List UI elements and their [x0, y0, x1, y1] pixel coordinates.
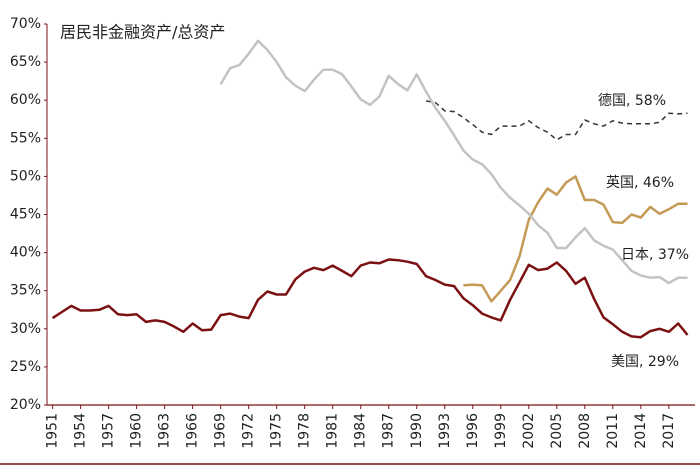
x-tick-label: 2017	[661, 413, 677, 449]
x-tick-label: 2014	[633, 413, 649, 449]
x-tick-label: 1954	[73, 413, 89, 449]
y-tick-label: 35%	[10, 283, 41, 299]
x-tick-label: 1972	[241, 413, 257, 449]
x-tick-label: 1969	[213, 413, 229, 449]
x-tick-label: 1960	[129, 413, 145, 449]
series-label: 日本, 37%	[621, 247, 689, 263]
y-tick-label: 30%	[10, 321, 41, 337]
x-tick-label: 1999	[493, 413, 509, 449]
x-tick-label: 1957	[101, 413, 117, 449]
x-tick-label: 1975	[269, 413, 285, 449]
y-tick-label: 65%	[10, 54, 41, 70]
x-tick-label: 1981	[325, 413, 341, 449]
x-tick-label: 1951	[45, 413, 61, 449]
y-tick-label: 25%	[10, 359, 41, 375]
series-line	[219, 39, 688, 285]
x-tick-label: 1987	[381, 413, 397, 449]
x-tick-label: 2002	[521, 413, 537, 449]
y-tick-label: 55%	[10, 130, 41, 146]
series-line	[463, 175, 688, 303]
y-tick-label: 40%	[10, 245, 41, 261]
x-tick-label: 1984	[353, 413, 369, 449]
y-tick-label: 70%	[10, 16, 41, 32]
series-label: 英国, 46%	[606, 174, 674, 191]
x-tick-label: 1978	[297, 413, 313, 449]
x-tick-label: 1990	[409, 413, 425, 449]
x-tick-label: 1963	[157, 413, 173, 449]
x-tick-label: 1996	[465, 413, 481, 449]
y-tick-label: 50%	[10, 168, 41, 184]
y-tick-label: 45%	[10, 207, 41, 223]
chart-title: 居民非金融资产/总资产	[60, 23, 225, 42]
x-tick-label: 2011	[605, 413, 621, 449]
x-tick-label: 1993	[437, 413, 453, 449]
y-tick-label: 60%	[10, 92, 41, 108]
x-tick-label: 2008	[577, 413, 593, 449]
series-line	[51, 258, 689, 339]
x-tick-label: 1966	[185, 413, 201, 449]
x-tick-label: 2005	[549, 413, 565, 449]
series-label: 美国, 29%	[611, 354, 679, 370]
y-tick-label: 20%	[10, 397, 41, 413]
series-label: 德国, 58%	[598, 93, 666, 109]
